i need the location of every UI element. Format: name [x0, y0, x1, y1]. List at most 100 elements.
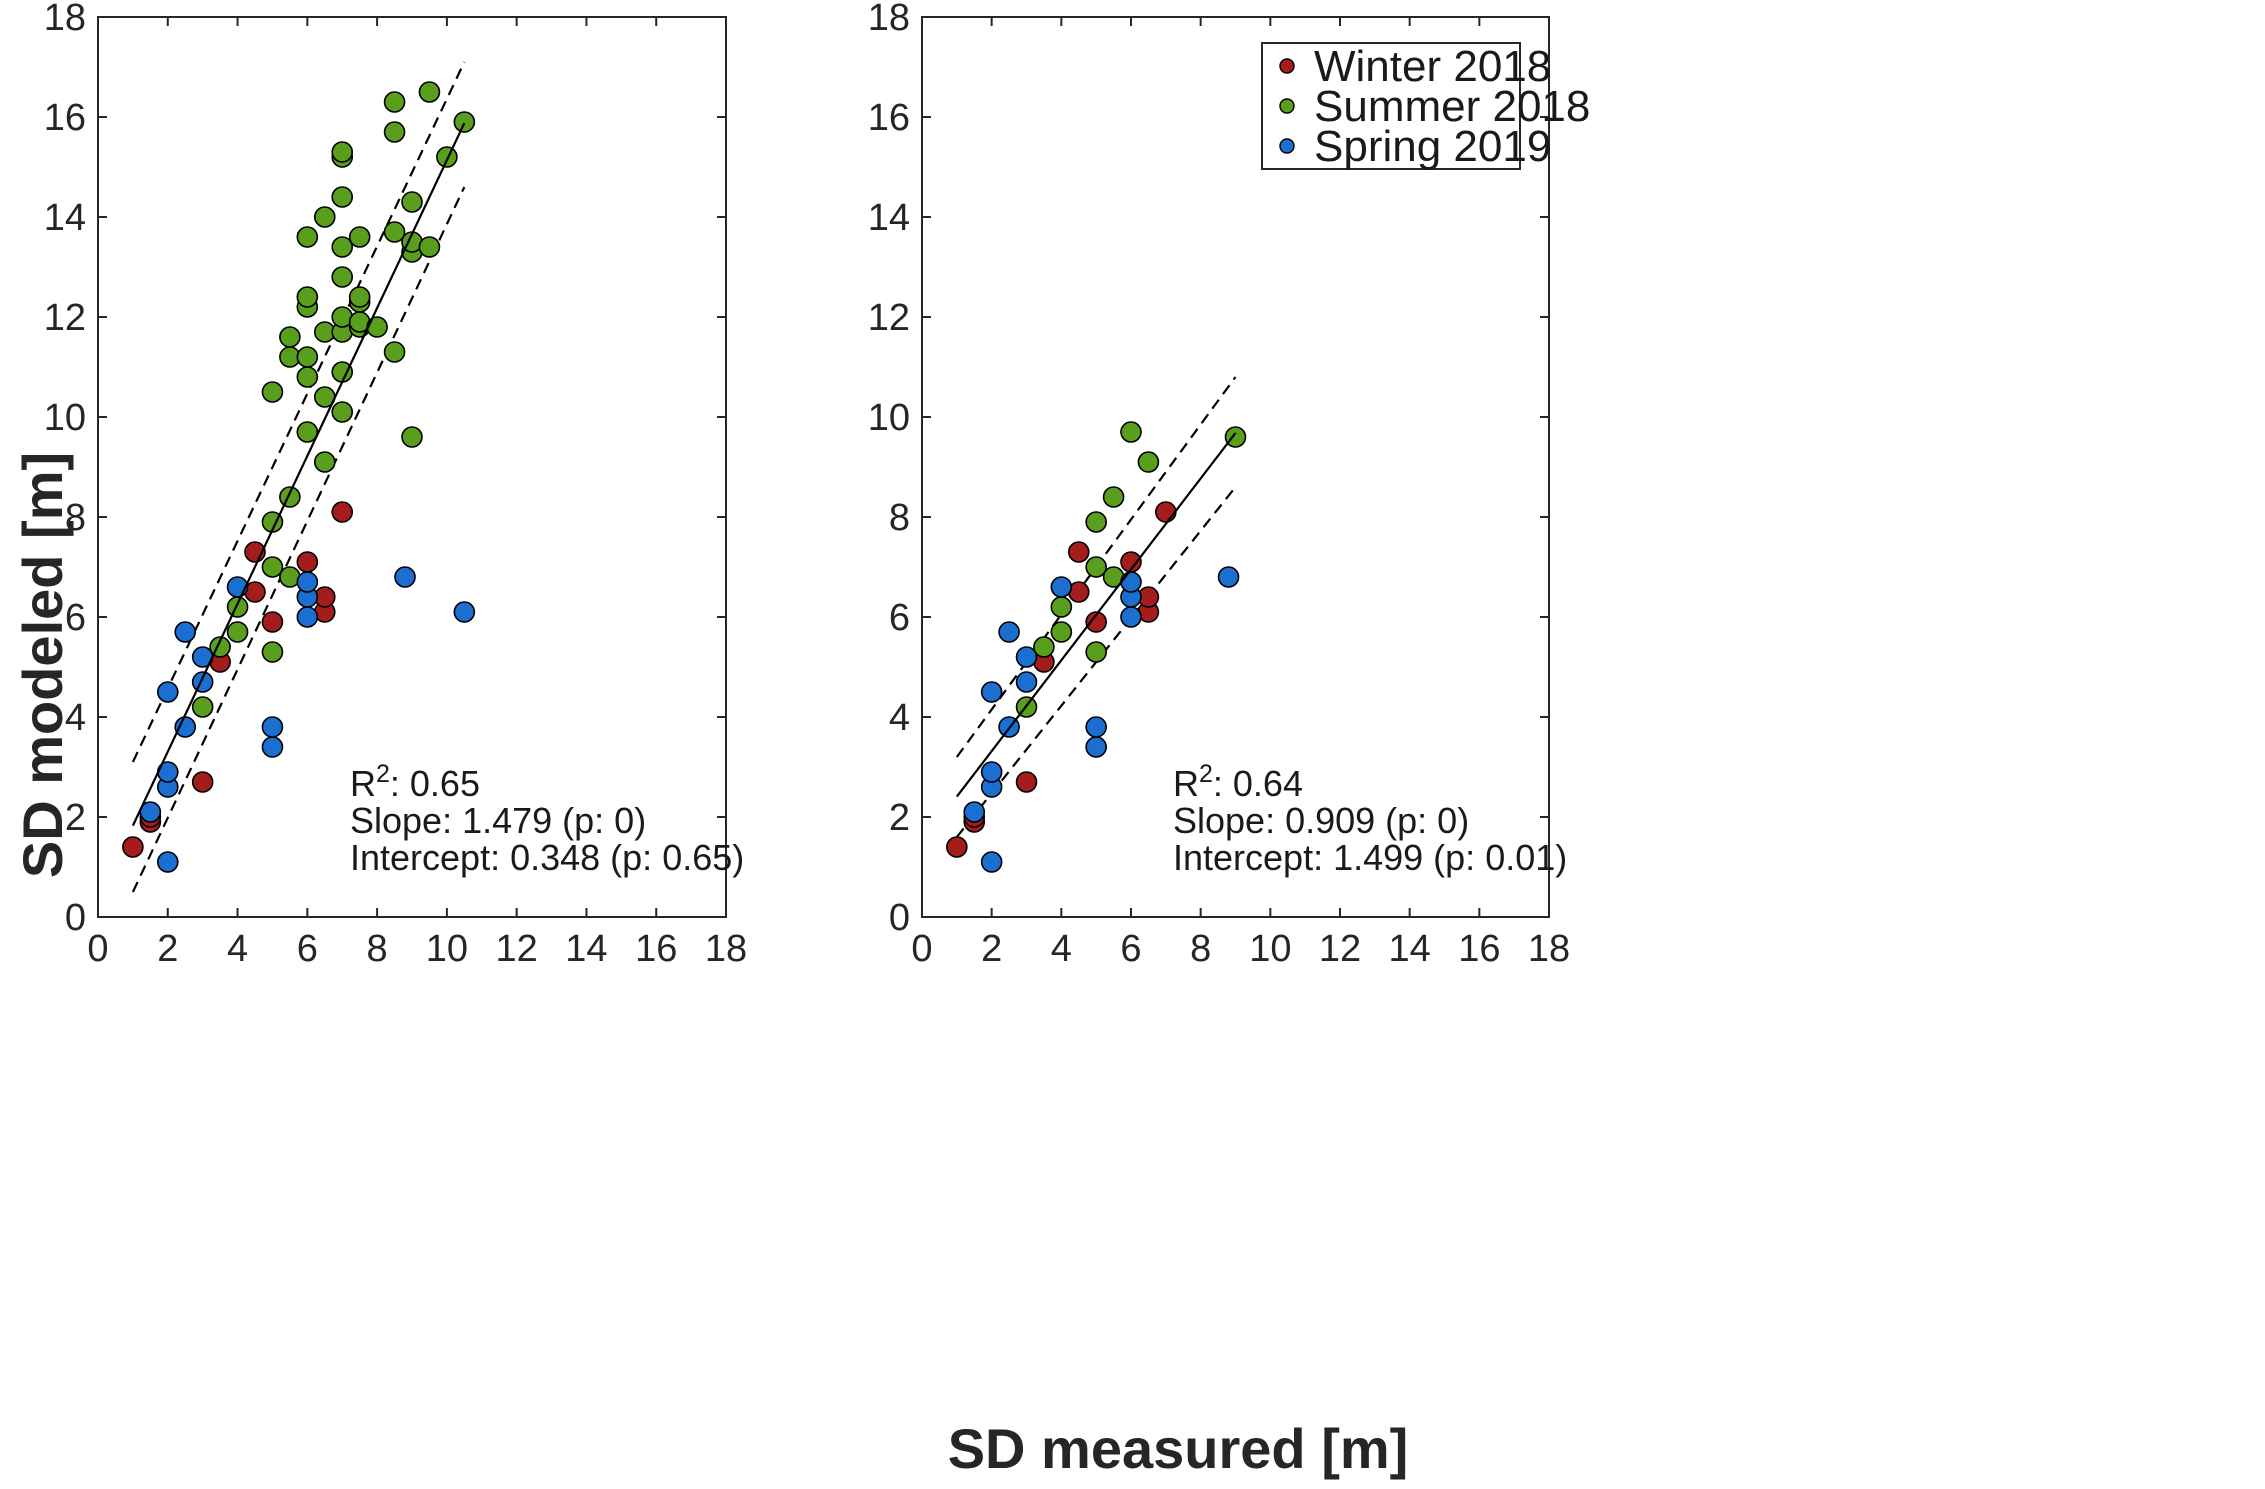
- legend-marker: [1279, 58, 1295, 74]
- data-point: [261, 716, 284, 738]
- y-axis-title: SD modeled [m]: [11, 452, 74, 878]
- data-point: [383, 221, 406, 243]
- data-point: [191, 771, 214, 793]
- y-tick-label: 14: [44, 197, 86, 239]
- data-point: [401, 191, 423, 213]
- data-point: [1155, 501, 1177, 523]
- data-point: [348, 286, 371, 308]
- data-point: [296, 366, 319, 388]
- data-point: [1067, 541, 1090, 563]
- x-tick-label: 2: [981, 928, 1002, 970]
- data-point: [963, 801, 986, 823]
- series-spring-2019: [139, 566, 476, 873]
- x-tick-label: 4: [1051, 928, 1072, 970]
- data-point: [348, 226, 371, 248]
- data-point: [1050, 576, 1073, 598]
- data-point: [1050, 596, 1073, 618]
- x-tick-label: 12: [496, 928, 538, 970]
- data-point: [279, 486, 301, 508]
- data-point: [296, 346, 319, 368]
- x-tick-label: 14: [1389, 928, 1431, 970]
- y-tick-label: 4: [889, 697, 910, 739]
- data-point: [980, 851, 1003, 873]
- data-point: [331, 266, 354, 288]
- data-point: [261, 641, 284, 663]
- x-tick-label: 0: [911, 928, 932, 970]
- data-point: [1085, 736, 1107, 758]
- x-tick-label: 18: [705, 928, 747, 970]
- x-tick-label: 10: [426, 928, 468, 970]
- y-tick-label: 6: [889, 597, 910, 639]
- data-point: [1120, 571, 1142, 593]
- data-point: [261, 381, 284, 403]
- data-point: [394, 566, 416, 588]
- x-tick-label: 16: [1458, 928, 1500, 970]
- data-point: [1085, 716, 1107, 738]
- data-point: [156, 681, 179, 703]
- y-tick-label: 2: [65, 797, 86, 839]
- intercept-label: Intercept: 1.499 (p: 0.01): [1173, 837, 1567, 878]
- data-point: [331, 501, 354, 523]
- y-tick-label: 16: [44, 97, 86, 139]
- x-tick-label: 6: [1120, 928, 1141, 970]
- x-tick-label: 14: [565, 928, 607, 970]
- data-point: [1085, 556, 1107, 578]
- x-tick-label: 8: [1190, 928, 1211, 970]
- data-point: [313, 206, 336, 228]
- data-point: [313, 451, 336, 473]
- data-point: [296, 551, 319, 573]
- data-point: [122, 836, 144, 858]
- y-tick-label: 18: [44, 0, 86, 39]
- data-point: [418, 81, 441, 103]
- y-tick-label: 12: [44, 297, 86, 339]
- x-tick-label: 6: [297, 928, 318, 970]
- data-point: [261, 556, 284, 578]
- x-tick-label: 10: [1249, 928, 1291, 970]
- data-point: [1120, 606, 1142, 628]
- data-point: [1217, 566, 1240, 588]
- regression-line: [131, 122, 466, 827]
- y-tick-label: 4: [65, 697, 86, 739]
- y-tick-label: 8: [889, 497, 910, 539]
- data-point: [998, 621, 1020, 643]
- data-point: [1015, 671, 1038, 693]
- data-point: [418, 236, 441, 258]
- intercept-label: Intercept: 0.348 (p: 0.65): [350, 837, 744, 878]
- data-point: [453, 111, 476, 133]
- y-tick-label: 18: [868, 0, 910, 39]
- plot-frame: [921, 16, 1550, 918]
- y-tick-label: 0: [65, 897, 86, 939]
- data-point: [279, 326, 301, 348]
- legend-marker: [1279, 138, 1295, 154]
- y-tick-label: 6: [65, 597, 86, 639]
- data-point: [401, 426, 423, 448]
- x-tick-label: 2: [157, 928, 178, 970]
- data-point: [331, 236, 354, 258]
- data-point: [296, 571, 319, 593]
- legend-marker: [1279, 98, 1295, 114]
- data-point: [1120, 421, 1142, 443]
- data-point: [1137, 451, 1160, 473]
- y-tick-label: 14: [868, 197, 910, 239]
- data-point: [383, 91, 406, 113]
- data-point: [296, 421, 319, 443]
- data-point: [156, 851, 179, 873]
- y-tick-label: 12: [868, 297, 910, 339]
- legend-label: Winter 2018: [1314, 42, 1551, 91]
- plot-frame: [97, 16, 727, 918]
- confidence-bound-line: [131, 61, 466, 763]
- series-summer-2018: [191, 81, 476, 718]
- data-point: [383, 341, 406, 363]
- data-point: [331, 141, 354, 163]
- y-tick-label: 0: [889, 897, 910, 939]
- y-tick-label: 8: [65, 497, 86, 539]
- legend-box: [1261, 42, 1521, 170]
- data-point: [1050, 621, 1073, 643]
- data-point: [1085, 511, 1107, 533]
- data-point: [331, 401, 354, 423]
- data-point: [296, 226, 319, 248]
- confidence-bound-line: [131, 186, 466, 893]
- y-tick-label: 16: [868, 97, 910, 139]
